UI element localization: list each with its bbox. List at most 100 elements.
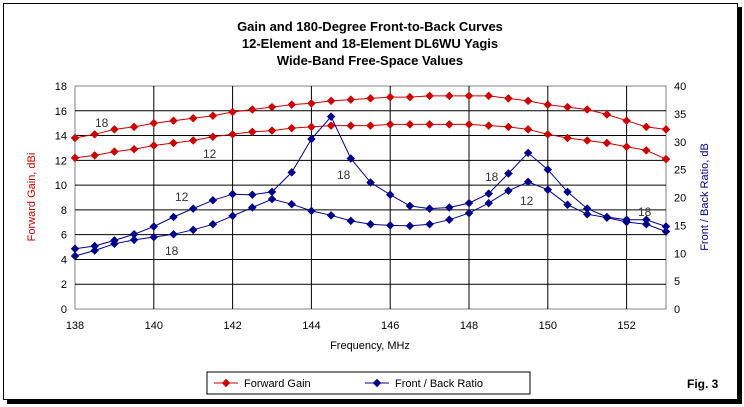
point-front-back-ratio-18-12 <box>307 206 316 216</box>
point-forward-gain-18-3 <box>129 122 139 132</box>
point-front-back-ratio-18-2 <box>110 239 119 249</box>
point-forward-gain-12-7 <box>208 132 218 142</box>
point-forward-gain-18-0 <box>70 133 80 143</box>
point-forward-gain-18-18 <box>425 91 434 101</box>
point-forward-gain-18-9 <box>248 105 257 114</box>
point-forward-gain-18-19 <box>445 91 454 101</box>
plot-area <box>74 85 667 310</box>
point-forward-gain-18-6 <box>188 113 198 123</box>
point-forward-gain-18-11 <box>287 100 296 109</box>
x-tick-142: 142 <box>223 320 241 332</box>
left-tick-12: 12 <box>55 155 67 167</box>
right-tick-15: 15 <box>674 220 686 232</box>
right-tick-25: 25 <box>674 165 686 177</box>
point-forward-gain-18-5 <box>169 116 178 125</box>
x-tick-148: 148 <box>460 320 478 332</box>
anno-fb-18-end: 18 <box>638 205 652 219</box>
point-forward-gain-12-16 <box>385 120 395 129</box>
anno-fb-18-mid: 18 <box>337 168 351 182</box>
left-tick-16: 16 <box>55 106 67 118</box>
point-forward-gain-12-22 <box>504 122 513 132</box>
point-front-back-ratio-18-8 <box>228 211 237 221</box>
point-front-back-ratio-18-7 <box>208 220 218 229</box>
point-front-back-ratio-12-22 <box>504 169 513 178</box>
point-forward-gain-12-0 <box>70 153 80 163</box>
left-tick-6: 6 <box>61 230 67 242</box>
point-forward-gain-12-12 <box>307 122 316 132</box>
point-forward-gain-12-5 <box>169 138 178 148</box>
right-tick-0: 0 <box>674 304 680 316</box>
legend-fb-marker <box>372 378 382 388</box>
right-axis-title: Front / Back Ratio, dB <box>699 143 711 251</box>
chart-frame: Gain and 180-Degree Front-to-Back Curves… <box>3 3 738 400</box>
point-forward-gain-18-7 <box>208 111 218 120</box>
point-front-back-ratio-18-20 <box>464 208 474 218</box>
point-front-back-ratio-12-17 <box>405 201 415 211</box>
series-front-back-ratio-12 <box>70 112 671 254</box>
point-front-back-ratio-12-20 <box>464 198 474 208</box>
x-tick-152: 152 <box>617 320 635 332</box>
x-tick-144: 144 <box>302 320 320 332</box>
x-tick-138: 138 <box>66 320 84 332</box>
point-forward-gain-18-20 <box>464 91 474 101</box>
x-tick-150: 150 <box>539 320 557 332</box>
point-front-back-ratio-18-18 <box>425 220 434 229</box>
point-front-back-ratio-18-11 <box>287 199 296 209</box>
left-axis-title: Forward Gain, dBi <box>26 153 38 242</box>
point-front-back-ratio-12-8 <box>228 189 237 199</box>
point-front-back-ratio-18-13 <box>326 211 336 220</box>
point-front-back-ratio-18-19 <box>445 215 454 225</box>
point-front-back-ratio-12-6 <box>188 204 198 213</box>
point-front-back-ratio-18-21 <box>484 198 493 208</box>
left-axis-ticks: 0 2 4 6 8 10 12 14 16 18 <box>55 81 67 316</box>
left-tick-14: 14 <box>55 131 67 143</box>
anno-gain-18: 18 <box>95 116 109 130</box>
point-forward-gain-12-15 <box>366 121 375 130</box>
point-forward-gain-12-11 <box>287 123 296 133</box>
point-forward-gain-18-15 <box>366 94 375 103</box>
chart-title-line-3: Wide-Band Free-Space Values <box>277 53 463 68</box>
point-forward-gain-12-10 <box>267 126 277 135</box>
point-front-back-ratio-18-10 <box>267 194 277 204</box>
legend: Forward Gain Front / Back Ratio <box>206 371 531 395</box>
point-forward-gain-12-21 <box>484 121 493 130</box>
point-front-back-ratio-18-22 <box>504 186 513 196</box>
chart-title-line-2: 12-Element and 18-Element DL6WU Yagis <box>242 36 498 51</box>
point-forward-gain-12-14 <box>346 121 356 130</box>
right-tick-30: 30 <box>674 137 686 149</box>
anno-fb-12-left: 12 <box>175 190 189 204</box>
point-forward-gain-12-1 <box>90 151 99 160</box>
point-front-back-ratio-12-1 <box>90 241 99 251</box>
point-front-back-ratio-12-4 <box>149 222 159 231</box>
point-forward-gain-12-2 <box>110 147 119 156</box>
x-axis-title: Frequency, MHz <box>330 340 410 352</box>
left-tick-0: 0 <box>61 304 67 316</box>
point-front-back-ratio-18-6 <box>188 225 198 235</box>
point-front-back-ratio-18-15 <box>366 220 375 229</box>
anno-fb-18-left: 18 <box>165 244 179 258</box>
x-axis-ticks: 138 140 142 144 146 148 150 152 <box>66 320 636 332</box>
anno-gain-12: 12 <box>203 147 217 161</box>
point-forward-gain-18-2 <box>110 125 119 134</box>
point-front-back-ratio-12-11 <box>287 168 296 177</box>
point-front-back-ratio-18-5 <box>169 230 178 239</box>
left-tick-18: 18 <box>55 81 67 93</box>
chart-title-line-1: Gain and 180-Degree Front-to-Back Curves <box>237 19 503 34</box>
point-forward-gain-12-3 <box>129 144 139 154</box>
point-forward-gain-18-8 <box>228 107 237 117</box>
point-front-back-ratio-18-1 <box>90 246 99 255</box>
left-tick-4: 4 <box>61 254 67 266</box>
right-tick-35: 35 <box>674 109 686 121</box>
point-forward-gain-12-19 <box>445 120 454 129</box>
figure-label: Fig. 3 <box>687 377 719 391</box>
point-forward-gain-18-1 <box>90 130 99 139</box>
point-forward-gain-18-12 <box>307 99 316 108</box>
point-front-back-ratio-12-14 <box>346 154 356 163</box>
point-forward-gain-12-6 <box>188 136 198 145</box>
point-front-back-ratio-12-21 <box>484 189 493 198</box>
anno-fb-18-right: 18 <box>485 170 499 184</box>
point-forward-gain-18-10 <box>267 102 277 112</box>
point-forward-gain-12-9 <box>248 127 257 137</box>
point-front-back-ratio-12-12 <box>307 134 316 144</box>
left-tick-2: 2 <box>61 279 67 291</box>
